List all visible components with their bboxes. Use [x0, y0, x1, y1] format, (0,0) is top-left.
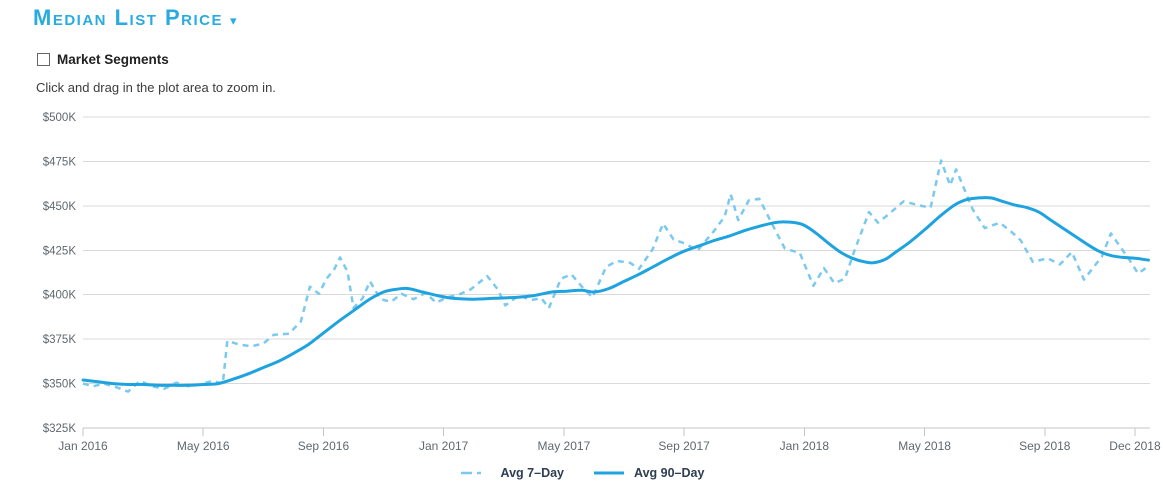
solid-line-icon	[594, 471, 625, 475]
x-tick-label: May 2016	[177, 439, 230, 453]
x-tick-label: May 2017	[538, 439, 591, 453]
y-tick-label: $450K	[43, 201, 77, 213]
legend-label: Avg 7–Day	[500, 466, 565, 480]
avg-90-day-line	[81, 196, 1150, 387]
legend-item-avg-7-day[interactable]: Avg 7–Day	[459, 466, 564, 480]
x-tick-label: Dec 2018	[1109, 439, 1161, 453]
x-tick-label: Jan 2017	[419, 439, 469, 453]
market-segments-checkbox[interactable]	[37, 53, 50, 66]
legend: Avg 7–Day Avg 90–Day	[0, 466, 1163, 480]
y-tick-label: $475K	[43, 156, 77, 168]
market-segments-control: Market Segments	[37, 52, 169, 67]
y-tick-label: $350K	[43, 379, 77, 391]
x-tick-label: Sep 2016	[298, 439, 350, 453]
y-tick-label: $500K	[43, 112, 77, 124]
x-tick-label: Jan 2016	[58, 439, 108, 453]
zoom-instruction-text: Click and drag in the plot area to zoom …	[36, 80, 276, 95]
market-segments-label: Market Segments	[57, 52, 169, 67]
y-tick-label: $375K	[43, 334, 77, 346]
x-tick-label: Jan 2018	[780, 439, 830, 453]
y-tick-label: $325K	[43, 423, 77, 435]
metric-selector[interactable]: Median List Price ▾	[33, 5, 237, 31]
legend-item-avg-90-day[interactable]: Avg 90–Day	[592, 466, 704, 480]
chart: $325K $350K $375K $400K $425K $450K $475K $500K…	[43, 112, 1161, 453]
legend-label: Avg 90–Day	[634, 466, 705, 480]
dashed-line-icon	[460, 471, 491, 475]
page-title: Median List Price	[33, 5, 224, 30]
y-tick-label: $425K	[43, 245, 77, 257]
y-tick-label: $400K	[43, 290, 77, 302]
plot-area[interactable]	[83, 117, 1150, 428]
x-tick-label: Sep 2017	[658, 439, 710, 453]
chevron-down-icon[interactable]: ▾	[230, 12, 237, 28]
x-tick-label: May 2018	[898, 439, 951, 453]
x-tick-label: Sep 2018	[1019, 439, 1071, 453]
